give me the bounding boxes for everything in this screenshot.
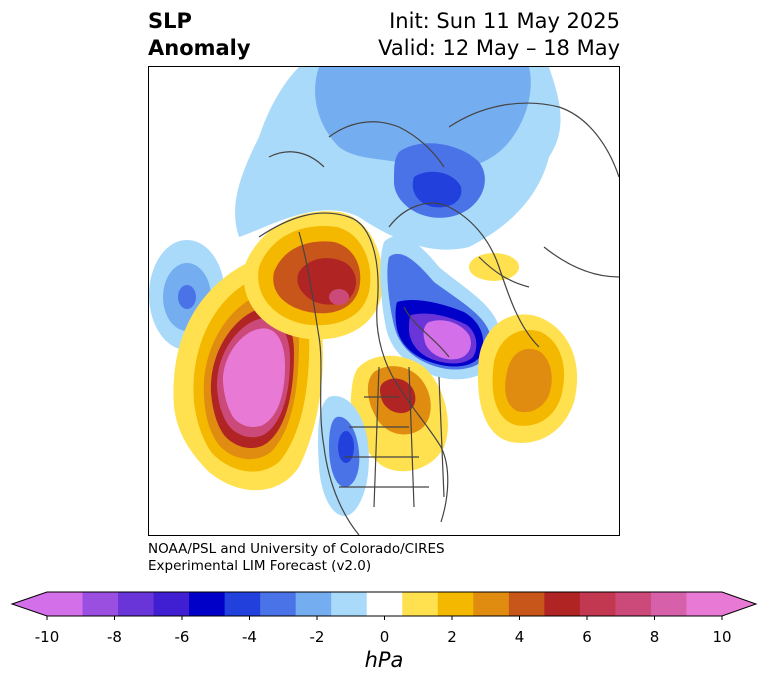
colorbar-segment	[260, 592, 297, 616]
anomaly-centralus-core	[338, 431, 354, 463]
colorbar-segment	[508, 592, 545, 616]
colorbar-tick-label: -6	[174, 628, 190, 646]
colorbar-segment	[686, 592, 723, 616]
coastlines	[258, 102, 619, 535]
colorbar-tick-label: -4	[242, 628, 257, 646]
credit-line-2: Experimental LIM Forecast (v2.0)	[148, 558, 372, 574]
colorbar-segment	[331, 592, 368, 616]
colorbar-segment	[579, 592, 616, 616]
colorbar-tick-label: 10	[712, 628, 732, 646]
colorbar-segment	[295, 592, 332, 616]
anomaly-arctic-mid	[315, 67, 531, 171]
colorbar-unit: hPa	[364, 648, 404, 672]
colorbar	[10, 591, 758, 620]
colorbar-tick-label: 4	[514, 628, 525, 646]
valid-range: Valid: 12 May – 18 May	[378, 36, 620, 60]
colorbar-segment	[189, 592, 226, 616]
colorbar-tick-label: -10	[34, 628, 60, 646]
colorbar-segment	[153, 592, 190, 616]
colorbar-tick-label: 6	[582, 628, 592, 646]
anomaly-east-atlantic-core	[505, 348, 552, 413]
plot-dates: Init: Sun 11 May 2025 Valid: 12 May – 18…	[378, 8, 620, 62]
colorbar-tick-label: 0	[379, 628, 390, 646]
colorbar-tick-label: 2	[447, 628, 457, 646]
colorbar-over-arrow	[722, 592, 756, 616]
anomaly-canada-core	[329, 289, 349, 305]
anomaly-pacific-core	[222, 328, 285, 428]
credit-line-1: NOAA/PSL and University of Colorado/CIRE…	[148, 541, 445, 557]
colorbar-segment	[47, 592, 84, 616]
colorbar-tick-label: -8	[107, 628, 122, 646]
anomaly-siberia-core	[412, 171, 462, 208]
colorbar-segment	[544, 592, 581, 616]
credit: NOAA/PSL and University of Colorado/CIRE…	[148, 541, 445, 575]
colorbar-segment	[473, 592, 510, 616]
title-field: Anomaly	[148, 36, 251, 60]
colorbar-segment	[118, 592, 155, 616]
colorbar-segment	[650, 592, 687, 616]
colorbar-segment	[82, 592, 119, 616]
colorbar-tick-label: -2	[309, 628, 325, 646]
colorbar-segment	[366, 592, 403, 616]
anomaly-greatlakes-core	[380, 378, 416, 414]
title-variable: SLP	[148, 9, 192, 33]
map-canvas	[149, 67, 619, 535]
anomaly-map	[148, 66, 620, 536]
colorbar-under-arrow	[12, 592, 47, 616]
colorbar-segment	[224, 592, 261, 616]
plot-title: SLP Anomaly	[148, 8, 251, 62]
anomaly-bering-core	[178, 285, 196, 309]
init-date: Init: Sun 11 May 2025	[389, 9, 620, 33]
anomaly-atlantic-core	[423, 320, 471, 360]
colorbar-segment	[437, 592, 474, 616]
anomaly-europe-high	[469, 253, 519, 281]
colorbar-segment	[402, 592, 439, 616]
colorbar-segment	[615, 592, 652, 616]
colorbar-tick-label: 8	[649, 628, 660, 646]
